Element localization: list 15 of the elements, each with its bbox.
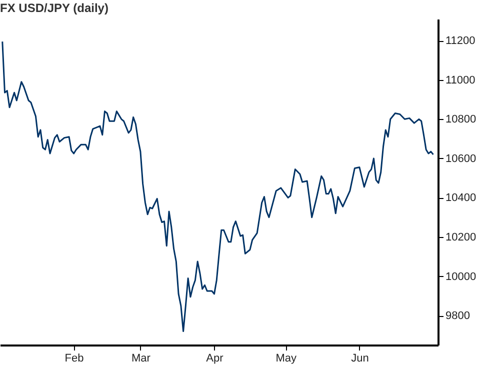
chart-title: FX USD/JPY (daily) — [0, 1, 108, 15]
x-tick-label: Feb — [64, 352, 84, 364]
y-tick-label: 11200 — [446, 35, 476, 48]
y-tick-label: 10600 — [446, 152, 476, 165]
y-tick-label: 10400 — [446, 192, 476, 204]
x-tick-label: May — [276, 352, 298, 364]
y-tick-label: 11000 — [446, 74, 476, 86]
y-tick-label: 10800 — [446, 114, 476, 126]
line-series — [2, 40, 434, 332]
y-tick-label: 10000 — [446, 270, 476, 283]
x-tick-label: Apr — [206, 352, 224, 364]
x-tick-label: Jun — [351, 352, 369, 364]
y-tick-label: 9800 — [446, 310, 470, 322]
x-tick-label: Mar — [131, 352, 151, 364]
y-tick-label: 10200 — [446, 231, 476, 244]
